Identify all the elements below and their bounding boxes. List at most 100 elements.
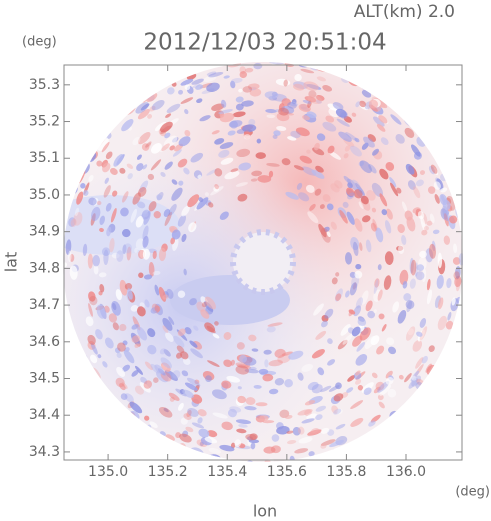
echo-speckle — [123, 349, 135, 364]
echo-speckle — [115, 289, 123, 301]
echo-speckle — [331, 405, 339, 414]
echo-speckle — [359, 160, 372, 174]
echo-speckle — [227, 130, 236, 136]
echo-speckle — [378, 115, 388, 124]
echo-speckle — [173, 335, 185, 348]
echo-speckle — [283, 79, 288, 87]
echo-speckle — [277, 62, 286, 63]
echo-speckle — [160, 121, 173, 133]
echo-speckle — [342, 333, 353, 345]
echo-speckle — [219, 211, 229, 220]
echo-speckle — [377, 394, 384, 401]
echo-speckle — [343, 175, 352, 184]
echo-speckle — [177, 214, 186, 227]
echo-speckle — [431, 240, 436, 252]
echo-speckle — [345, 132, 358, 142]
echo-speckle — [346, 387, 354, 393]
echo-speckle — [290, 130, 301, 139]
echo-speckle — [117, 342, 126, 352]
echo-speckle — [148, 261, 155, 277]
echo-speckle — [264, 359, 269, 368]
echo-speckle — [198, 197, 204, 203]
echo-speckle — [403, 293, 412, 302]
echo-speckle — [339, 209, 348, 224]
echo-speckle — [375, 381, 385, 391]
echo-speckle — [301, 418, 315, 424]
echo-speckle — [171, 229, 181, 240]
echo-speckle — [384, 251, 394, 265]
echo-speckle — [306, 413, 318, 420]
echo-speckle — [407, 328, 414, 336]
echo-speckle — [310, 428, 319, 433]
echo-speckle — [309, 203, 316, 211]
echo-speckle — [274, 348, 286, 358]
echo-speckle — [230, 359, 235, 366]
echo-speckle — [357, 438, 365, 443]
echo-speckle — [242, 124, 257, 133]
echo-speckle — [158, 286, 167, 302]
echo-speckle — [211, 130, 220, 135]
echo-speckle — [284, 379, 293, 388]
echo-speckle — [307, 211, 319, 224]
echo-speckle — [193, 325, 199, 331]
echo-speckle — [292, 426, 301, 436]
echo-speckle — [245, 397, 256, 405]
echo-speckle — [163, 408, 169, 413]
echo-speckle — [130, 304, 139, 312]
x-tick-label: 135.8 — [326, 464, 366, 480]
echo-speckle — [210, 186, 224, 196]
echo-speckle — [96, 160, 103, 167]
echo-speckle — [274, 378, 285, 386]
echo-speckle — [123, 243, 132, 254]
echo-speckle — [147, 344, 157, 355]
echo-speckle — [143, 380, 153, 389]
echo-speckle — [354, 218, 363, 232]
echo-speckle — [187, 407, 199, 417]
echo-speckle — [296, 182, 303, 190]
echo-speckle — [237, 386, 242, 390]
echo-speckle — [332, 102, 344, 110]
echo-speckle — [103, 185, 111, 198]
echo-speckle — [131, 324, 139, 330]
echo-speckle — [208, 447, 222, 454]
echo-speckle — [388, 346, 397, 355]
echo-speckle — [263, 349, 272, 355]
echo-speckle — [170, 237, 176, 245]
echo-speckle — [360, 290, 369, 305]
echo-speckle — [278, 107, 289, 116]
echo-speckle — [178, 89, 184, 95]
echo-speckle — [247, 83, 260, 90]
echo-speckle — [427, 186, 436, 194]
echo-speckle — [383, 275, 392, 290]
echo-speckle — [350, 417, 364, 427]
echo-speckle — [132, 136, 141, 146]
echo-speckle — [243, 134, 251, 140]
echo-speckle — [235, 182, 248, 187]
echo-speckle — [168, 203, 177, 216]
echo-speckle — [90, 343, 98, 355]
echo-speckle — [313, 142, 320, 151]
echo-speckle — [268, 388, 279, 395]
echo-speckle — [411, 375, 421, 387]
echo-speckle — [97, 137, 109, 151]
echo-speckle — [151, 99, 165, 111]
echo-speckle — [293, 165, 304, 171]
echo-speckle — [200, 309, 210, 319]
echo-speckle — [162, 294, 169, 300]
echo-speckle — [108, 313, 117, 323]
echo-speckle — [357, 385, 364, 391]
echo-speckle — [359, 242, 363, 252]
echo-speckle — [206, 169, 217, 176]
echo-speckle — [359, 100, 367, 108]
echo-speckle — [344, 145, 351, 152]
echo-speckle — [190, 152, 204, 163]
echo-speckle — [399, 269, 409, 285]
echo-speckle — [454, 275, 462, 288]
echo-speckle — [227, 408, 237, 418]
echo-speckle — [70, 218, 77, 227]
echo-speckle — [298, 192, 310, 202]
echo-speckle — [373, 386, 381, 394]
echo-speckle — [397, 224, 405, 234]
echo-speckle — [377, 264, 382, 271]
echo-speckle — [169, 145, 175, 151]
